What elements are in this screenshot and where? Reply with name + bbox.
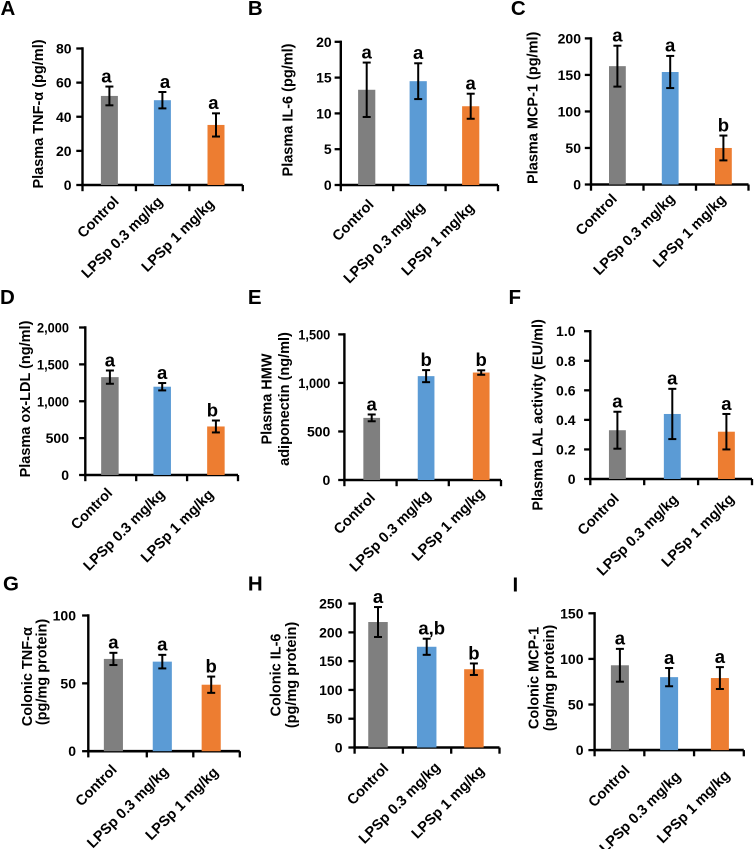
svg-text:250: 250: [319, 596, 343, 612]
svg-text:Colonic MCP-1: Colonic MCP-1: [527, 627, 543, 729]
svg-text:200: 200: [558, 30, 582, 46]
svg-text:50: 50: [60, 675, 76, 691]
svg-text:a: a: [157, 362, 168, 383]
svg-text:a: a: [665, 35, 676, 56]
svg-text:a: a: [160, 71, 171, 92]
svg-text:Plasma LAL activity (EU/ml): Plasma LAL activity (EU/ml): [531, 319, 547, 511]
svg-text:Plasma ox-LDL (ng/ml): Plasma ox-LDL (ng/ml): [18, 320, 34, 477]
svg-text:H: H: [248, 573, 263, 596]
svg-text:(pg/mg protein): (pg/mg protein): [34, 619, 50, 725]
svg-text:a: a: [362, 41, 373, 62]
svg-text:100: 100: [319, 682, 343, 698]
svg-text:I: I: [513, 574, 519, 597]
svg-text:2,000: 2,000: [37, 320, 69, 336]
svg-text:0.2: 0.2: [556, 441, 576, 457]
svg-text:100: 100: [560, 651, 584, 667]
svg-text:100: 100: [53, 608, 77, 624]
svg-text:(pg/mg protein): (pg/mg protein): [284, 622, 300, 728]
svg-text:a: a: [101, 65, 112, 86]
svg-text:b: b: [207, 399, 218, 420]
svg-text:a: a: [208, 92, 219, 113]
svg-text:1,000: 1,000: [37, 393, 69, 409]
svg-text:0: 0: [61, 467, 69, 483]
svg-text:A: A: [1, 0, 16, 20]
svg-text:Colonic IL-6: Colonic IL-6: [269, 634, 285, 717]
svg-text:a: a: [413, 42, 424, 63]
svg-text:200: 200: [319, 624, 343, 640]
svg-text:a: a: [373, 586, 384, 607]
svg-text:1.0: 1.0: [556, 323, 576, 339]
svg-text:(pg/mg protein): (pg/mg protein): [542, 625, 558, 731]
svg-text:150: 150: [560, 605, 584, 621]
svg-text:a: a: [466, 73, 477, 94]
svg-text:0.4: 0.4: [556, 412, 576, 428]
svg-text:0: 0: [64, 177, 72, 193]
svg-text:D: D: [0, 286, 15, 309]
svg-text:50: 50: [565, 140, 581, 156]
svg-text:B: B: [248, 0, 263, 20]
svg-text:b: b: [206, 655, 217, 676]
svg-text:b: b: [718, 114, 729, 135]
svg-text:a: a: [615, 628, 626, 649]
svg-text:a: a: [721, 393, 732, 414]
svg-text:150: 150: [319, 653, 343, 669]
svg-text:5: 5: [324, 141, 332, 157]
svg-text:15: 15: [316, 70, 332, 86]
svg-text:0: 0: [324, 177, 332, 193]
svg-text:a: a: [664, 647, 675, 668]
svg-text:500: 500: [307, 423, 331, 439]
svg-text:a: a: [612, 25, 623, 46]
svg-text:b: b: [476, 349, 487, 370]
svg-text:1,000: 1,000: [298, 375, 330, 391]
svg-text:0: 0: [323, 472, 331, 488]
svg-text:G: G: [3, 573, 19, 596]
svg-text:0: 0: [335, 740, 343, 756]
svg-text:Colonic TNF-α: Colonic TNF-α: [20, 627, 36, 726]
svg-text:0.8: 0.8: [556, 353, 576, 369]
svg-text:1,500: 1,500: [298, 326, 330, 342]
svg-text:C: C: [511, 0, 526, 20]
svg-text:60: 60: [56, 75, 72, 91]
svg-text:a: a: [108, 632, 119, 653]
svg-text:Plasma MCP-1 (pg/ml): Plasma MCP-1 (pg/ml): [525, 31, 541, 183]
svg-text:20: 20: [316, 34, 332, 50]
svg-text:a: a: [367, 393, 378, 414]
svg-text:40: 40: [56, 109, 72, 125]
svg-text:80: 80: [56, 41, 72, 57]
svg-text:Plasma IL-6 (pg/ml): Plasma IL-6 (pg/ml): [281, 43, 297, 176]
svg-text:0: 0: [576, 742, 584, 758]
svg-text:0: 0: [68, 743, 76, 759]
svg-text:Plasma HMW: Plasma HMW: [260, 353, 276, 444]
svg-text:a: a: [157, 634, 168, 655]
svg-text:a: a: [612, 391, 623, 412]
svg-text:a: a: [715, 646, 726, 667]
svg-text:Plasma TNF-α (pg/ml): Plasma TNF-α (pg/ml): [31, 39, 47, 188]
svg-text:E: E: [248, 286, 262, 309]
svg-text:a: a: [667, 368, 678, 389]
svg-text:150: 150: [558, 67, 582, 83]
svg-text:1,500: 1,500: [37, 356, 69, 372]
svg-text:0: 0: [568, 471, 576, 487]
svg-text:10: 10: [316, 105, 332, 121]
svg-text:b: b: [420, 349, 431, 370]
svg-text:0: 0: [573, 177, 581, 193]
svg-text:50: 50: [568, 697, 584, 713]
svg-text:F: F: [509, 286, 522, 309]
svg-text:500: 500: [46, 430, 70, 446]
svg-text:a,b: a,b: [418, 618, 445, 639]
svg-text:100: 100: [558, 103, 582, 119]
svg-text:adiponectin (ng/ml): adiponectin (ng/ml): [277, 332, 293, 466]
svg-text:0.6: 0.6: [556, 382, 576, 398]
svg-text:a: a: [105, 349, 116, 370]
svg-text:50: 50: [327, 711, 343, 727]
svg-text:20: 20: [56, 143, 72, 159]
svg-text:b: b: [468, 642, 479, 663]
